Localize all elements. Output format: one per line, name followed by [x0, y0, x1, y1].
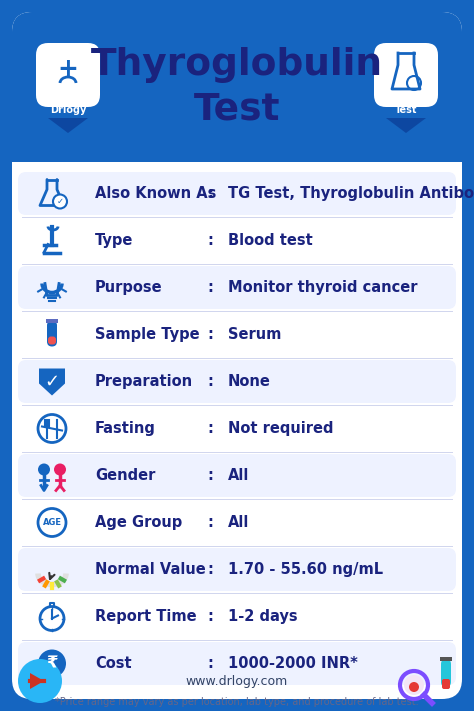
Text: Test: Test — [194, 92, 280, 128]
FancyBboxPatch shape — [441, 659, 451, 687]
Text: :: : — [207, 609, 213, 624]
Bar — [46, 319, 58, 323]
FancyBboxPatch shape — [442, 679, 450, 689]
Text: 1000-2000 INR*: 1000-2000 INR* — [228, 656, 358, 671]
Text: 1.70 - 55.60 ng/mL: 1.70 - 55.60 ng/mL — [228, 562, 383, 577]
Text: Normal Value: Normal Value — [95, 562, 206, 577]
Text: :: : — [207, 233, 213, 248]
Polygon shape — [30, 673, 44, 689]
Polygon shape — [386, 118, 426, 133]
Text: :: : — [207, 656, 213, 671]
FancyBboxPatch shape — [12, 12, 462, 162]
Text: Purpose: Purpose — [95, 280, 163, 295]
Bar — [12, 142, 462, 162]
Text: *Price range may vary as per location, lab type, and procedure of lab test.: *Price range may vary as per location, l… — [55, 697, 419, 707]
Text: Monitor thyroid cancer: Monitor thyroid cancer — [228, 280, 418, 295]
Text: :: : — [207, 562, 213, 577]
FancyBboxPatch shape — [18, 642, 456, 685]
Text: :: : — [207, 515, 213, 530]
Text: Report Time: Report Time — [95, 609, 197, 624]
Polygon shape — [48, 118, 88, 133]
Text: Test: Test — [395, 105, 417, 115]
Text: ₹: ₹ — [46, 655, 58, 673]
Text: Type: Type — [95, 233, 133, 248]
FancyBboxPatch shape — [36, 43, 100, 107]
Text: Not required: Not required — [228, 421, 334, 436]
Text: :: : — [207, 421, 213, 436]
Circle shape — [404, 675, 424, 695]
Circle shape — [18, 659, 62, 703]
Text: AGE: AGE — [43, 518, 62, 527]
Text: +: + — [57, 57, 78, 81]
FancyBboxPatch shape — [18, 266, 456, 309]
Text: ✓: ✓ — [45, 373, 60, 390]
Circle shape — [409, 682, 419, 692]
Text: :: : — [207, 327, 213, 342]
Text: :: : — [207, 374, 213, 389]
FancyBboxPatch shape — [18, 360, 456, 403]
Text: None: None — [228, 374, 271, 389]
Text: :: : — [207, 280, 213, 295]
Text: www.drlogy.com: www.drlogy.com — [186, 675, 288, 688]
FancyBboxPatch shape — [18, 172, 456, 215]
Text: :: : — [207, 186, 213, 201]
FancyBboxPatch shape — [374, 43, 438, 107]
Text: Age Group: Age Group — [95, 515, 182, 530]
Text: Thyroglobulin: Thyroglobulin — [91, 47, 383, 83]
Text: Serum: Serum — [228, 327, 282, 342]
Text: Gender: Gender — [95, 468, 155, 483]
Text: Blood test: Blood test — [228, 233, 313, 248]
Text: Also Known As: Also Known As — [95, 186, 216, 201]
Text: Fasting: Fasting — [95, 421, 156, 436]
FancyBboxPatch shape — [48, 336, 56, 345]
Text: Cost: Cost — [95, 656, 132, 671]
Text: TG Test, Thyroglobulin Antibodies: TG Test, Thyroglobulin Antibodies — [228, 186, 474, 201]
Polygon shape — [39, 368, 65, 395]
Circle shape — [54, 464, 66, 476]
Text: Drlogy: Drlogy — [50, 105, 86, 115]
Circle shape — [53, 195, 67, 208]
Text: All: All — [228, 468, 249, 483]
Circle shape — [38, 464, 50, 476]
Text: Sample Type: Sample Type — [95, 327, 200, 342]
Text: ✓: ✓ — [56, 197, 64, 206]
Text: 1-2 days: 1-2 days — [228, 609, 298, 624]
Text: All: All — [228, 515, 249, 530]
FancyBboxPatch shape — [18, 454, 456, 497]
FancyBboxPatch shape — [18, 548, 456, 591]
Text: :: : — [207, 468, 213, 483]
FancyBboxPatch shape — [12, 12, 462, 699]
FancyBboxPatch shape — [47, 321, 57, 346]
Circle shape — [38, 650, 66, 678]
Bar — [440, 657, 452, 661]
Text: Preparation: Preparation — [95, 374, 193, 389]
